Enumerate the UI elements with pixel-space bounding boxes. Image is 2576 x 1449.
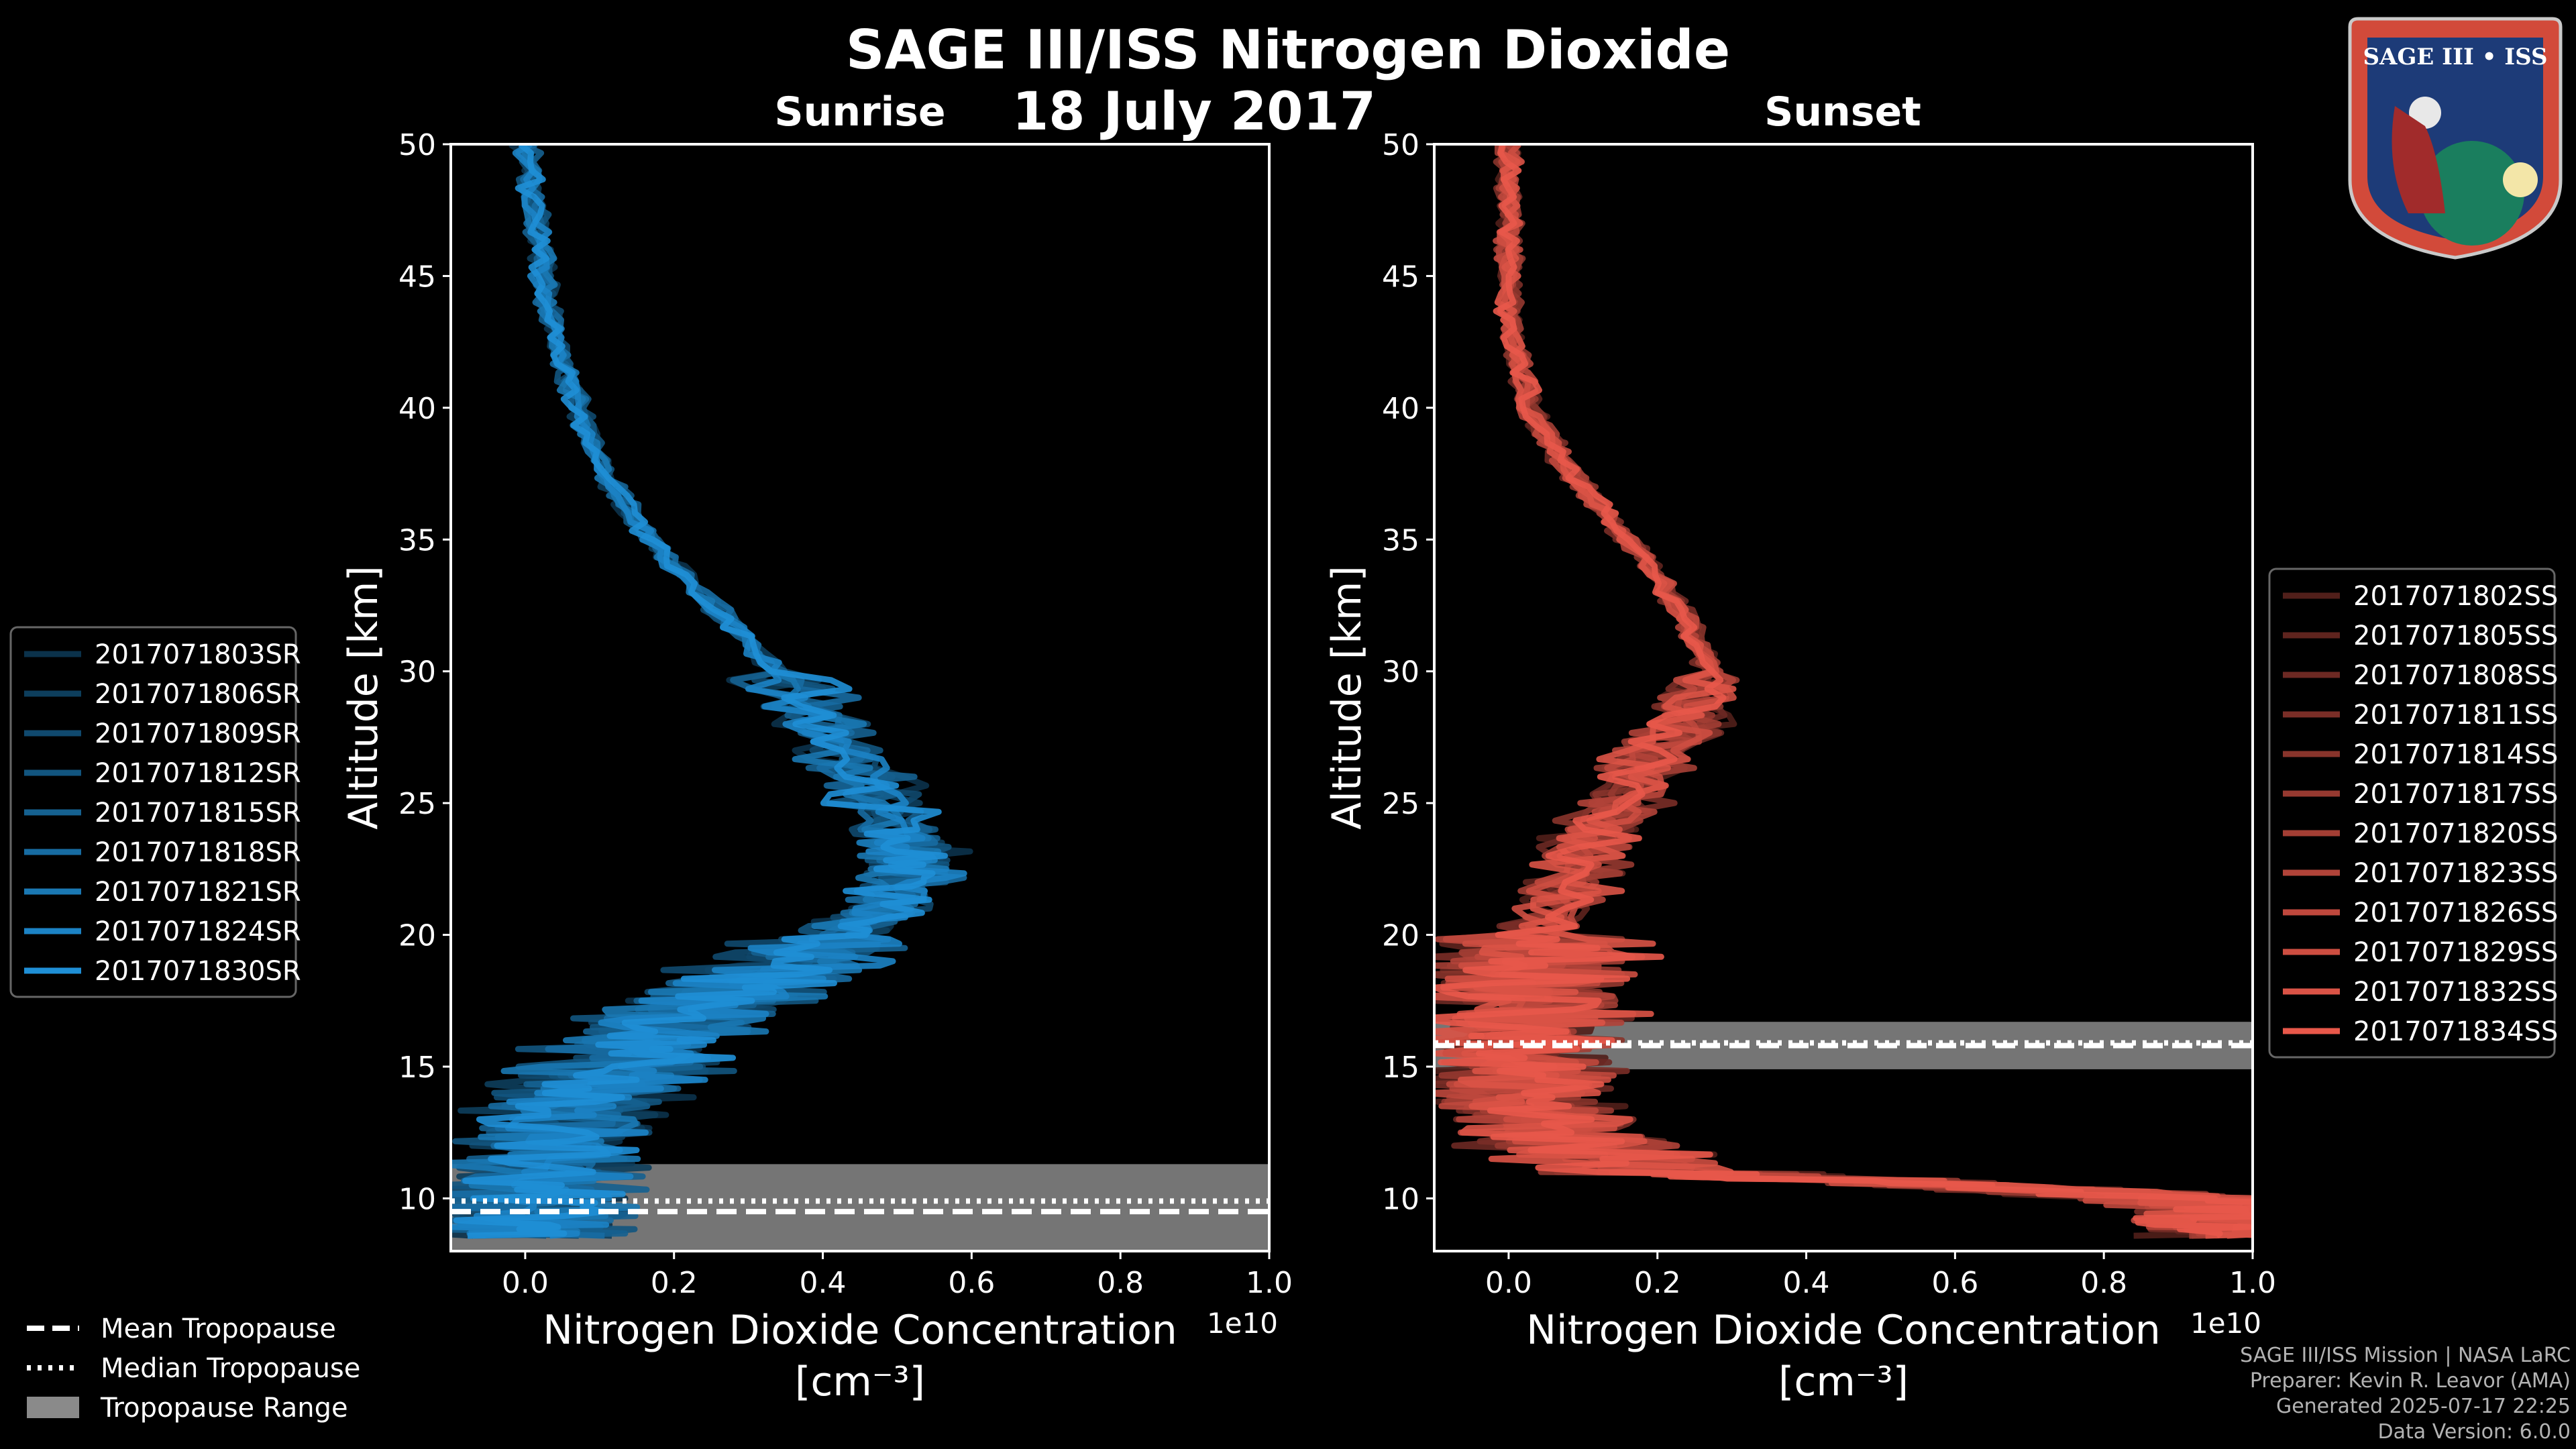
x-axis-units: [cm⁻³]: [795, 1358, 925, 1405]
plot-area: [1434, 144, 2253, 1239]
legend-label: 2017071803SR: [95, 639, 301, 670]
plot-area: [451, 144, 1269, 1251]
badge-text: SAGE III • ISS: [2363, 44, 2547, 70]
x-axis-label: Nitrogen Dioxide Concentration: [1526, 1307, 2161, 1354]
profile-line-2017071834SS: [1434, 144, 2253, 1238]
legend-label: 2017071830SR: [95, 956, 301, 987]
x-multiplier: 1e10: [2190, 1307, 2261, 1340]
y-tick-label: 10: [1382, 1182, 1419, 1216]
x-tick-label: 1.0: [1246, 1266, 1293, 1300]
legend-label: 2017071834SS: [2353, 1016, 2558, 1047]
plot-frame: [1433, 143, 2254, 1252]
badge-sun: [2503, 162, 2538, 197]
legend-label: 2017071811SS: [2353, 700, 2558, 731]
y-tick-label: 35: [1382, 523, 1419, 557]
tropopause-range-label: Tropopause Range: [100, 1393, 348, 1424]
legend-label: 2017071832SS: [2353, 977, 2558, 1008]
x-axis-units: [cm⁻³]: [1778, 1358, 1909, 1405]
y-tick-label: 15: [1382, 1051, 1419, 1085]
sunrise-legend: 2017071803SR 2017071806SR 2017071809SR 2017…: [9, 626, 301, 998]
tropopause-legend: Mean Tropopause Median Tropopause Tropopau…: [27, 1313, 360, 1424]
legend-box: [2268, 568, 2556, 1059]
legend-label: 2017071821SR: [95, 877, 301, 908]
y-tick-label: 30: [1382, 655, 1419, 690]
legend-label: 2017071823SS: [2353, 858, 2558, 889]
legend-label: 2017071829SS: [2353, 937, 2558, 968]
legend-label: 2017071802SS: [2353, 581, 2558, 612]
tropopause-range-swatch: [27, 1397, 79, 1418]
footer-credits: SAGE III/ISS Mission | NASA LaRC Prepare…: [2240, 1343, 2571, 1445]
x-tick-label: 0.8: [1097, 1266, 1144, 1300]
y-tick-label: 50: [1382, 128, 1419, 162]
legend-label: 2017071820SS: [2353, 818, 2558, 849]
legend-label: 2017071815SR: [95, 798, 301, 828]
sage-mission-badge: SAGE III • ISS: [2348, 17, 2563, 260]
profile-line-2017071832SS: [1434, 144, 2253, 1239]
legend-label: 2017071806SR: [95, 679, 301, 710]
legend-label: 2017071814SS: [2353, 739, 2558, 770]
x-tick-label: 0.0: [502, 1266, 549, 1300]
x-tick-label: 0.6: [948, 1266, 995, 1300]
legend-label: 2017071809SR: [95, 718, 301, 749]
y-tick-label: 15: [398, 1051, 436, 1085]
x-tick-label: 0.2: [1634, 1266, 1681, 1300]
sunset-legend: 2017071802SS 2017071805SS 2017071808SS 2017…: [2268, 568, 2558, 1059]
x-multiplier: 1e10: [1207, 1307, 1278, 1340]
chart-date: 18 July 2017: [1012, 82, 1377, 142]
chart-title: SAGE III/ISS Nitrogen Dioxide: [845, 19, 1731, 81]
y-tick-label: 20: [398, 919, 436, 953]
x-tick-label: 0.2: [651, 1266, 698, 1300]
y-tick-label: 45: [1382, 260, 1419, 294]
x-tick-label: 0.4: [800, 1266, 847, 1300]
legend-label: 2017071826SS: [2353, 898, 2558, 928]
legend-label: 2017071812SR: [95, 758, 301, 789]
badge-earth: [2420, 141, 2524, 246]
profile-line-2017071830SR: [453, 144, 949, 1239]
y-tick-label: 45: [398, 260, 436, 294]
badge-figure: [2392, 106, 2445, 213]
median-tropopause-label: Median Tropopause: [101, 1353, 360, 1384]
mean-tropopause-label: Mean Tropopause: [101, 1313, 336, 1344]
y-axis-label: Altitude [km]: [340, 566, 387, 830]
footer-generated: Generated 2025-07-17 22:25: [2275, 1395, 2571, 1418]
legend-label: 2017071805SS: [2353, 621, 2558, 651]
x-tick-label: 0.6: [1931, 1266, 1978, 1300]
y-tick-label: 25: [1382, 787, 1419, 821]
x-axis-label: Nitrogen Dioxide Concentration: [543, 1307, 1177, 1354]
x-tick-label: 0.0: [1485, 1266, 1532, 1300]
footer-preparer: Preparer: Kevin R. Leavor (AMA): [2249, 1369, 2571, 1393]
x-tick-label: 0.4: [1783, 1266, 1830, 1300]
legend-box: [9, 626, 297, 998]
y-tick-label: 20: [1382, 919, 1419, 953]
x-tick-label: 0.8: [2080, 1266, 2127, 1300]
sunset-panel-title: Sunset: [1764, 89, 1921, 136]
footer-mission: SAGE III/ISS Mission | NASA LaRC: [2240, 1344, 2571, 1367]
badge-banner: [2367, 38, 2543, 72]
sunset-plot: 10 15 20 25 30 35 40 45 50 0.0 0.2 0.4 0.6 0.8 1.0 1e10…: [1324, 128, 2276, 1405]
y-tick-label: 40: [1382, 392, 1419, 426]
legend-label: 2017071817SS: [2353, 779, 2558, 810]
legend-label: 2017071824SR: [95, 916, 301, 947]
y-axis-label: Altitude [km]: [1324, 566, 1371, 830]
y-tick-label: 25: [398, 787, 436, 821]
y-tick-label: 30: [398, 655, 436, 690]
plot-frame: [449, 143, 1271, 1252]
x-tick-label: 1.0: [2229, 1266, 2276, 1300]
y-tick-label: 35: [398, 523, 436, 557]
legend-label: 2017071808SS: [2353, 660, 2558, 691]
profile-line-2017071829SS: [1434, 144, 2253, 1239]
sunrise-panel-title: Sunrise: [774, 89, 946, 136]
footer-version: Data Version: 6.0.0: [2377, 1420, 2571, 1444]
y-tick-label: 50: [398, 128, 436, 162]
y-tick-label: 10: [398, 1182, 436, 1216]
sunrise-plot: 10 15 20 25 30 35 40 45 50 0.0 0.2 0.4 0.6 0.8 1.0 1e10…: [340, 128, 1293, 1405]
y-tick-label: 40: [398, 392, 436, 426]
legend-label: 2017071818SR: [95, 837, 301, 868]
